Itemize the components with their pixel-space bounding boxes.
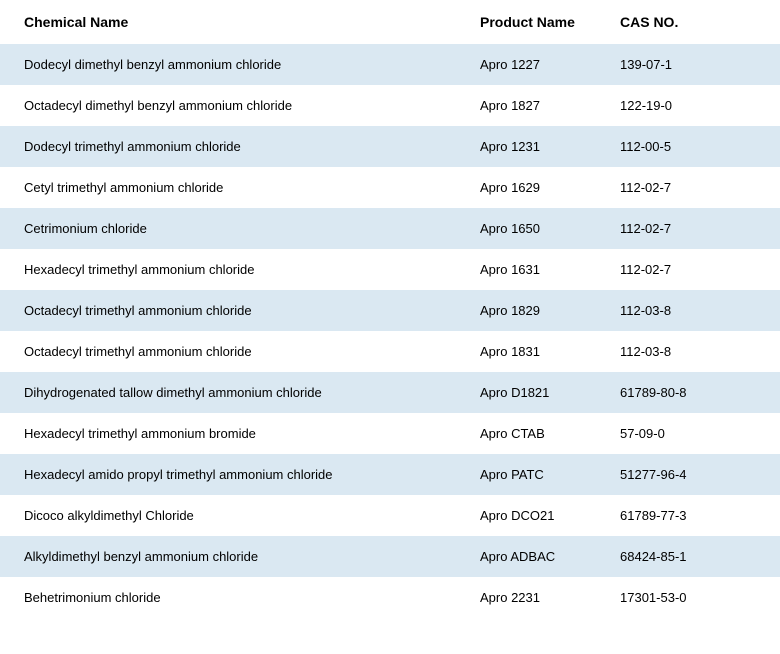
cell-product: Apro 1631 [456,249,596,290]
cell-cas: 68424-85-1 [596,536,780,577]
cell-product: Apro 1827 [456,85,596,126]
cell-product: Apro 1650 [456,208,596,249]
table-row: Alkyldimethyl benzyl ammonium chlorideAp… [0,536,780,577]
cell-chemical: Dodecyl dimethyl benzyl ammonium chlorid… [0,44,456,85]
table-header-row: Chemical Name Product Name CAS NO. [0,0,780,44]
table-row: Dodecyl trimethyl ammonium chlorideApro … [0,126,780,167]
cell-cas: 17301-53-0 [596,577,780,618]
cell-chemical: Hexadecyl trimethyl ammonium bromide [0,413,456,454]
col-header-chemical: Chemical Name [0,0,456,44]
table-row: Dicoco alkyldimethyl ChlorideApro DCO216… [0,495,780,536]
cell-product: Apro ADBAC [456,536,596,577]
cell-product: Apro 1831 [456,331,596,372]
col-header-cas: CAS NO. [596,0,780,44]
cell-chemical: Cetrimonium chloride [0,208,456,249]
table-row: Behetrimonium chlorideApro 223117301-53-… [0,577,780,618]
cell-chemical: Hexadecyl amido propyl trimethyl ammoniu… [0,454,456,495]
cell-chemical: Octadecyl dimethyl benzyl ammonium chlor… [0,85,456,126]
table-row: Hexadecyl trimethyl ammonium chlorideApr… [0,249,780,290]
cell-cas: 112-03-8 [596,290,780,331]
cell-cas: 112-02-7 [596,249,780,290]
cell-product: Apro D1821 [456,372,596,413]
cell-chemical: Dihydrogenated tallow dimethyl ammonium … [0,372,456,413]
cell-cas: 51277-96-4 [596,454,780,495]
cell-product: Apro 1829 [456,290,596,331]
chemical-table: Chemical Name Product Name CAS NO. Dodec… [0,0,780,618]
table-row: Octadecyl dimethyl benzyl ammonium chlor… [0,85,780,126]
cell-product: Apro DCO21 [456,495,596,536]
cell-chemical: Cetyl trimethyl ammonium chloride [0,167,456,208]
table-row: Dodecyl dimethyl benzyl ammonium chlorid… [0,44,780,85]
cell-cas: 112-02-7 [596,208,780,249]
cell-cas: 112-02-7 [596,167,780,208]
cell-chemical: Alkyldimethyl benzyl ammonium chloride [0,536,456,577]
cell-product: Apro CTAB [456,413,596,454]
cell-product: Apro 1629 [456,167,596,208]
table-row: Dihydrogenated tallow dimethyl ammonium … [0,372,780,413]
cell-product: Apro 1227 [456,44,596,85]
cell-chemical: Octadecyl trimethyl ammonium chloride [0,290,456,331]
cell-chemical: Dicoco alkyldimethyl Chloride [0,495,456,536]
cell-cas: 57-09-0 [596,413,780,454]
cell-product: Apro PATC [456,454,596,495]
table-row: Cetrimonium chlorideApro 1650112-02-7 [0,208,780,249]
cell-chemical: Behetrimonium chloride [0,577,456,618]
cell-cas: 139-07-1 [596,44,780,85]
table-row: Octadecyl trimethyl ammonium chlorideApr… [0,331,780,372]
cell-cas: 112-03-8 [596,331,780,372]
table-body: Dodecyl dimethyl benzyl ammonium chlorid… [0,44,780,618]
table-row: Octadecyl trimethyl ammonium chlorideApr… [0,290,780,331]
cell-cas: 122-19-0 [596,85,780,126]
cell-product: Apro 2231 [456,577,596,618]
cell-chemical: Hexadecyl trimethyl ammonium chloride [0,249,456,290]
table-row: Hexadecyl trimethyl ammonium bromideApro… [0,413,780,454]
table-row: Cetyl trimethyl ammonium chlorideApro 16… [0,167,780,208]
cell-chemical: Octadecyl trimethyl ammonium chloride [0,331,456,372]
cell-cas: 61789-77-3 [596,495,780,536]
cell-chemical: Dodecyl trimethyl ammonium chloride [0,126,456,167]
cell-cas: 112-00-5 [596,126,780,167]
table-row: Hexadecyl amido propyl trimethyl ammoniu… [0,454,780,495]
cell-cas: 61789-80-8 [596,372,780,413]
cell-product: Apro 1231 [456,126,596,167]
col-header-product: Product Name [456,0,596,44]
